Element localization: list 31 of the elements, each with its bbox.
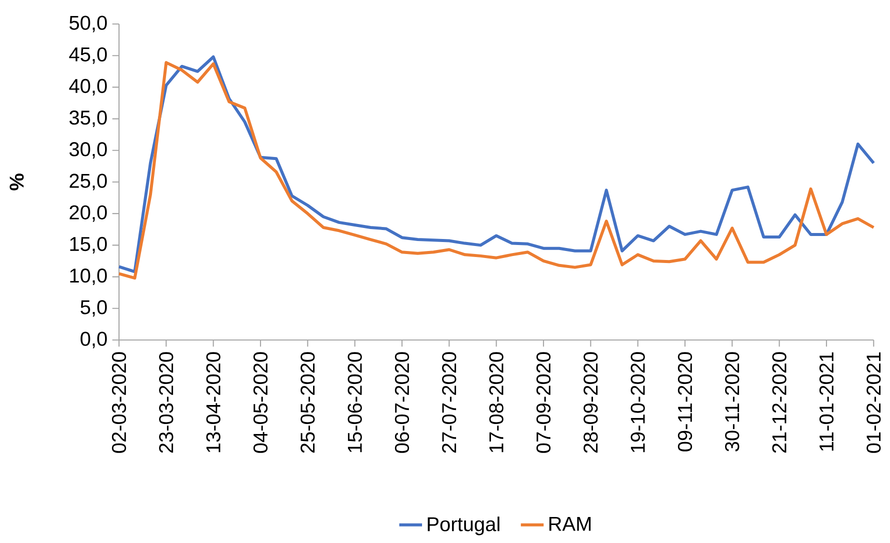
x-tick-label: 04-05-2020: [253, 352, 268, 453]
y-tick-label: 10,0: [70, 268, 107, 286]
x-tick-label: 06-07-2020: [394, 352, 410, 453]
y-tick-label: 50,0: [70, 16, 107, 32]
x-tick-label: 21-12-2020: [772, 352, 786, 453]
x-tick-label: 02-03-2020: [112, 352, 126, 453]
y-tick-label: 15,0: [70, 236, 107, 254]
x-tick-label: 01-02-2021: [866, 352, 881, 453]
x-tick-label: 30-11-2020: [725, 352, 740, 452]
legend-label: RAM: [549, 516, 591, 531]
y-tick-label: 30,0: [69, 142, 107, 159]
x-tick-label: 28-09-2020: [584, 352, 598, 453]
x-tick-label: 25-05-2020: [300, 352, 315, 453]
y-tick-label: 40,0: [69, 78, 107, 96]
y-tick-label: 0,0: [80, 332, 107, 348]
y-tick-label: 35,0: [69, 110, 107, 128]
x-tick-label: 07-09-2020: [536, 352, 551, 453]
x-tick-label: 23-03-2020: [159, 352, 174, 453]
x-tick-label: 13-04-2020: [206, 352, 220, 452]
legend-label: Portugal: [428, 516, 500, 536]
x-tick-label: 17-08-2020: [489, 352, 504, 452]
y-axis-title: %: [10, 174, 24, 190]
x-tick-label: 19-10-2020: [630, 352, 645, 452]
y-tick-label: 25,0: [70, 174, 107, 190]
x-tick-label: 11-01-2021: [819, 352, 834, 451]
y-tick-label: 5,0: [80, 300, 107, 317]
x-tick-label: 09-11-2020: [678, 352, 692, 452]
x-tick-label: 15-06-2020: [348, 352, 362, 452]
y-tick-label: 20,0: [70, 205, 107, 222]
x-tick-label: 27-07-2020: [442, 352, 456, 453]
y-tick-label: 45,0: [69, 47, 107, 64]
